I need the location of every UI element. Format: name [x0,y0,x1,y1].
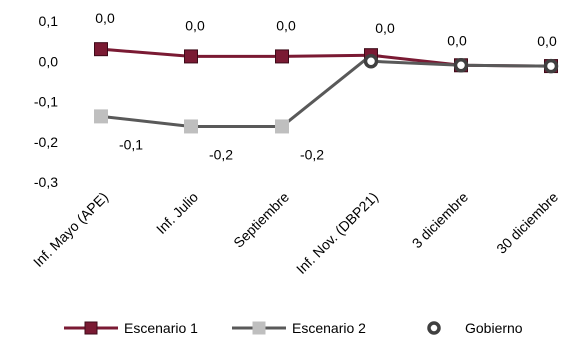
data-label: -0,2 [209,146,233,162]
y-tick-label: 0,0 [39,53,59,69]
point-marker [275,119,289,134]
legend-label: Gobierno [465,320,523,336]
data-label: 0,0 [95,10,115,26]
data-label: -0,1 [119,136,143,152]
point-marker [184,119,198,134]
point-marker [184,49,198,64]
point-marker [543,58,559,74]
x-tick-label: Inf. Nov. (DBP21) [293,189,381,277]
data-label: -0,2 [300,146,324,162]
data-label: 0,0 [537,33,557,49]
x-tick-label: Septiembre [230,189,292,251]
data-label: 0,0 [185,17,205,33]
x-tick-label: Inf. Julio [153,189,201,237]
y-tick-label: -0,3 [34,174,58,190]
y-tick-label: 0,1 [39,13,59,29]
series-line-1 [100,47,552,68]
data-label: 0,0 [276,17,296,33]
legend-label: Escenario 2 [292,320,366,336]
legend-marker [84,321,98,335]
point-marker [453,58,469,73]
series-line-2 [100,54,372,128]
data-label: 0,0 [447,32,467,48]
point-marker [94,109,108,124]
legend-marker [252,321,266,335]
y-tick-label: -0,2 [34,134,58,150]
point-marker [94,42,108,57]
x-tick-label: 30 diciembre [493,189,561,257]
y-tick-label: -0,1 [34,94,58,110]
x-tick-label: 3 diciembre [409,189,472,252]
x-tick-label: Inf. Mayo (APE) [30,189,111,270]
data-label: 0,0 [375,20,395,36]
legend-label: Escenario 1 [124,320,198,336]
point-marker [275,49,289,64]
point-marker [363,54,379,69]
legend-marker [427,321,441,335]
